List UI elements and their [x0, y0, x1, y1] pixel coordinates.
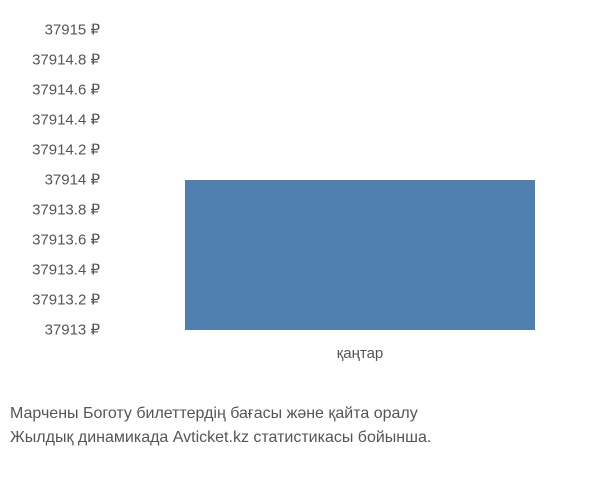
chart-bar — [185, 180, 535, 330]
y-tick: 37914 ₽ — [10, 173, 100, 188]
caption-line-2: Жылдық динамикада Avticket.kz статистика… — [10, 426, 590, 450]
chart-container: 37915 ₽ 37914.8 ₽ 37914.6 ₽ 37914.4 ₽ 37… — [0, 0, 600, 370]
y-tick: 37913 ₽ — [10, 323, 100, 338]
y-tick: 37914.4 ₽ — [10, 113, 100, 128]
y-tick: 37913.6 ₽ — [10, 233, 100, 248]
y-tick: 37913.2 ₽ — [10, 293, 100, 308]
plot-area — [105, 30, 560, 330]
y-tick: 37914.8 ₽ — [10, 53, 100, 68]
y-tick: 37914.6 ₽ — [10, 83, 100, 98]
y-axis: 37915 ₽ 37914.8 ₽ 37914.6 ₽ 37914.4 ₽ 37… — [10, 30, 100, 330]
y-tick: 37915 ₽ — [10, 23, 100, 38]
chart-caption: Марчены Боготу билеттердің бағасы және қ… — [10, 402, 590, 450]
y-tick: 37914.2 ₽ — [10, 143, 100, 158]
y-tick: 37913.4 ₽ — [10, 263, 100, 278]
x-axis-label: қаңтар — [330, 345, 390, 362]
caption-line-1: Марчены Боготу билеттердің бағасы және қ… — [10, 402, 590, 426]
y-tick: 37913.8 ₽ — [10, 203, 100, 218]
